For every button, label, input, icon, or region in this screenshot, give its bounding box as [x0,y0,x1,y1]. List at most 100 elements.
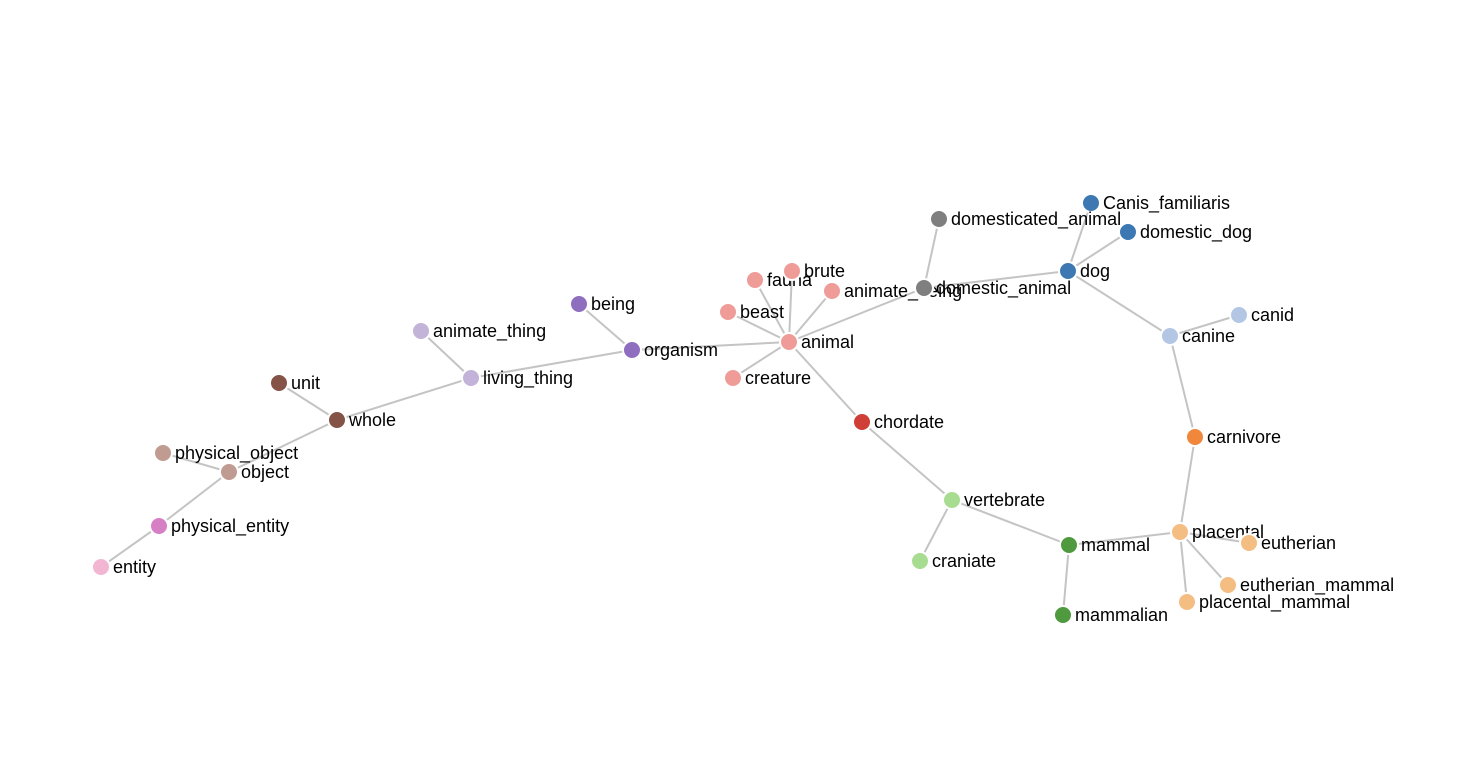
node-dot[interactable] [1058,261,1078,281]
edge-dog-domestic_animal [923,270,1069,289]
node-dot[interactable] [327,410,347,430]
edge-placental-eutherian [1179,531,1250,544]
node-label: brute [804,261,845,281]
node-physical_entity[interactable]: physical_entity [149,516,289,537]
node-dot[interactable] [723,368,743,388]
node-dot[interactable] [1229,305,1249,325]
node-label: domesticated_animal [951,209,1121,230]
node-label: domestic_dog [1140,222,1252,243]
node-label: vertebrate [964,490,1045,510]
node-dot[interactable] [269,373,289,393]
node-dot[interactable] [779,332,799,352]
node-label: domestic_animal [936,278,1071,299]
node-label: animal [801,332,854,352]
node-label: dog [1080,261,1110,281]
edge-animal-animate_being [788,290,833,343]
node-entity[interactable]: entity [91,557,156,577]
node-object[interactable]: object [219,462,289,482]
node-living_thing[interactable]: living_thing [461,368,573,389]
node-being[interactable]: being [569,294,635,314]
node-dot[interactable] [461,368,481,388]
node-dot[interactable] [822,281,842,301]
node-dot[interactable] [1053,605,1073,625]
node-dot[interactable] [1160,326,1180,346]
edge-placental-eutherian_mammal [1179,531,1229,586]
graph-nodes: entity physical_entity objectphysical_obje… [91,193,1394,625]
node-dot[interactable] [1239,533,1259,553]
node-canine[interactable]: canine [1160,326,1235,346]
node-animate_thing[interactable]: animate_thing [411,321,546,342]
edge-mammal-mammalian [1062,544,1070,616]
node-label: animate_thing [433,321,546,342]
edge-placental-carnivore [1179,436,1196,533]
edge-organism-animal [631,341,790,351]
node-label: beast [740,302,784,322]
node-label: entity [113,557,156,577]
node-label: mammal [1081,535,1150,555]
node-dot[interactable] [718,302,738,322]
node-placental_mammal[interactable]: placental_mammal [1177,592,1350,613]
node-canid[interactable]: canid [1229,305,1294,325]
node-mammal[interactable]: mammal [1059,535,1150,555]
node-dot[interactable] [1185,427,1205,447]
node-domestic_animal[interactable]: domestic_animal [914,278,1071,299]
edge-animal-chordate [788,341,863,423]
node-dot[interactable] [782,261,802,281]
node-dog[interactable]: dog [1058,261,1110,281]
node-dot[interactable] [153,443,173,463]
edge-organism-being [578,303,633,351]
edge-placental-placental_mammal [1179,531,1188,603]
node-dot[interactable] [1118,222,1138,242]
node-label: canid [1251,305,1294,325]
node-label: object [241,462,289,482]
node-organism[interactable]: organism [622,340,718,360]
node-vertebrate[interactable]: vertebrate [942,490,1045,510]
node-physical_object[interactable]: physical_object [153,443,298,464]
node-dot[interactable] [745,270,765,290]
node-fauna[interactable]: fauna [745,270,813,290]
node-dot[interactable] [910,551,930,571]
node-dot[interactable] [1177,592,1197,612]
node-dot[interactable] [622,340,642,360]
node-dot[interactable] [1081,193,1101,213]
node-label: being [591,294,635,314]
node-label: unit [291,373,320,393]
node-dot[interactable] [411,321,431,341]
node-dot[interactable] [914,278,934,298]
edge-animal-fauna [754,279,790,343]
node-domesticated_animal[interactable]: domesticated_animal [929,209,1121,230]
node-label: eutherian_mammal [1240,575,1394,596]
node-mammalian[interactable]: mammalian [1053,605,1168,625]
node-animal[interactable]: animal [779,332,854,352]
node-dot[interactable] [852,412,872,432]
node-dot[interactable] [149,516,169,536]
node-dot[interactable] [1059,535,1079,555]
node-dot[interactable] [1218,575,1238,595]
node-label: physical_object [175,443,298,464]
graph-links [100,202,1250,616]
node-chordate[interactable]: chordate [852,412,944,432]
edge-living_thing-organism [470,349,633,379]
node-craniate[interactable]: craniate [910,551,996,571]
node-dot[interactable] [1170,522,1190,542]
edge-object-physical_object [162,452,230,473]
node-dot[interactable] [942,490,962,510]
node-dot[interactable] [929,209,949,229]
node-dot[interactable] [219,462,239,482]
node-creature[interactable]: creature [723,368,811,388]
edge-whole-living_thing [336,377,472,421]
node-Canis_familiaris[interactable]: Canis_familiaris [1081,193,1230,214]
edge-vertebrate-mammal [951,499,1070,546]
node-brute[interactable]: brute [782,261,845,281]
node-dot[interactable] [91,557,111,577]
node-eutherian_mammal[interactable]: eutherian_mammal [1218,575,1394,596]
node-unit[interactable]: unit [269,373,320,393]
node-carnivore[interactable]: carnivore [1185,427,1281,447]
node-beast[interactable]: beast [718,302,784,322]
node-whole[interactable]: whole [327,410,396,430]
edge-canine-dog [1067,270,1171,337]
node-dot[interactable] [569,294,589,314]
node-eutherian[interactable]: eutherian [1239,533,1336,553]
node-domestic_dog[interactable]: domestic_dog [1118,222,1252,243]
